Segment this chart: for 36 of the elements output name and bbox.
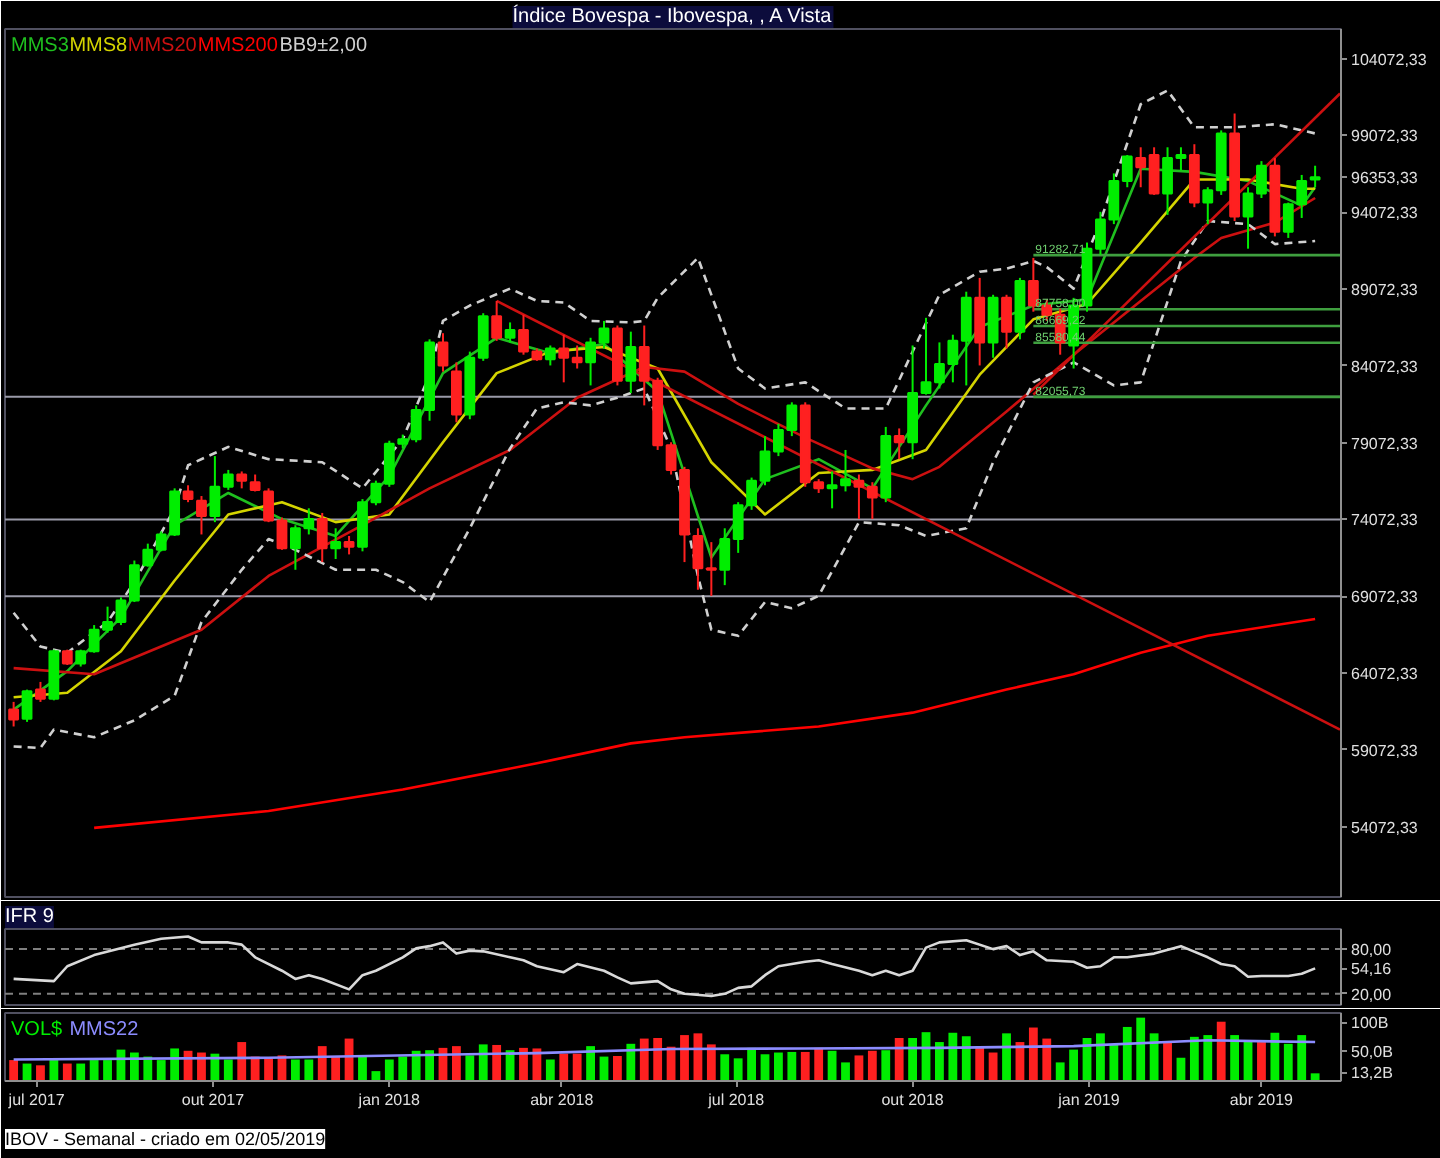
- y-tick-label: 59072,33: [1351, 741, 1419, 760]
- x-tick-label: jan 2018: [356, 1091, 422, 1109]
- y-tick-label: 79072,33: [1351, 434, 1419, 453]
- text: MMS200: [197, 35, 279, 57]
- series-label: MMS22: [69, 1019, 140, 1041]
- x-tick-label: jul 2018: [706, 1091, 766, 1109]
- text: MMS20: [127, 35, 198, 57]
- y-tick-label: 89072,33: [1351, 281, 1419, 300]
- x-tick-label: out 2018: [881, 1091, 945, 1109]
- chart-title: Índice Bovespa - Ibovespa, , A Vista: [512, 4, 833, 28]
- x-tick-label: jan 2019: [1056, 1091, 1121, 1109]
- x-tick-label: out 2017: [181, 1091, 246, 1109]
- chart-title: IFR 9: [5, 906, 55, 928]
- y-tick-label: 54072,33: [1351, 818, 1419, 837]
- y-tick-label: 100B: [1351, 1013, 1389, 1032]
- y-tick-label: 96353,33: [1351, 169, 1419, 188]
- text: MMS3: [11, 35, 70, 57]
- y-tick-label: 104072,33: [1351, 50, 1428, 69]
- y-tick-label: 94072,33: [1351, 204, 1419, 223]
- y-tick-label: 84072,33: [1351, 357, 1419, 376]
- y-tick-label: 74072,33: [1351, 511, 1419, 530]
- x-tick-label: abr 2018: [530, 1091, 595, 1109]
- y-tick-label: 20,00: [1351, 985, 1393, 1004]
- text: IBOV - Semanal - criado em 02/05/2019: [5, 1129, 326, 1149]
- text: MMS8: [69, 35, 129, 57]
- y-tick-label: 64072,33: [1351, 665, 1419, 684]
- text: BB9±2,00: [279, 35, 368, 57]
- y-tick-label: 69072,33: [1351, 588, 1419, 607]
- y-tick-label: 99072,33: [1351, 127, 1419, 146]
- y-tick-label: 13,2B: [1351, 1064, 1393, 1083]
- x-tick-label: abr 2019: [1229, 1091, 1295, 1109]
- y-tick-label: 54,16: [1351, 960, 1393, 979]
- series-label: VOL$: [11, 1019, 64, 1041]
- y-tick-label: 50,0B: [1351, 1042, 1393, 1061]
- y-tick-label: 80,00: [1351, 941, 1393, 960]
- x-tick-label: jul 2017: [6, 1091, 66, 1109]
